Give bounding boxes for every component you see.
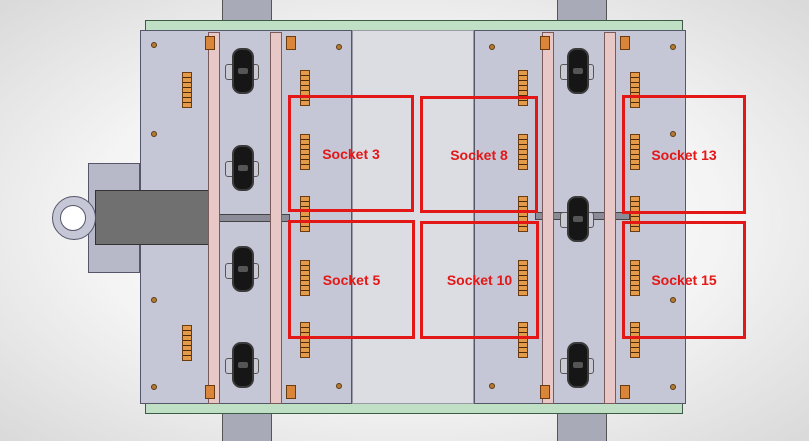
- tab: [540, 36, 550, 50]
- tab: [540, 385, 550, 399]
- connector: [518, 196, 528, 232]
- mounting-hole: [489, 383, 495, 389]
- socket-15-box[interactable]: Socket 15: [622, 221, 746, 339]
- socket-10-box[interactable]: Socket 10: [420, 221, 539, 339]
- left-wheel-2: [232, 145, 254, 191]
- tab: [286, 36, 296, 50]
- tab: [620, 385, 630, 399]
- left-bar-a: [208, 32, 220, 404]
- mounting-hole: [151, 131, 157, 137]
- socket-10-label: Socket 10: [446, 272, 513, 288]
- connector: [518, 70, 528, 106]
- connector: [630, 322, 640, 358]
- socket-8-box[interactable]: Socket 8: [420, 96, 538, 213]
- center-gap: [352, 30, 474, 404]
- left-wheel-4: [232, 342, 254, 388]
- socket-3-box[interactable]: Socket 3: [288, 95, 414, 212]
- right-cable-stripes-bottom: [557, 412, 607, 441]
- mounting-hole: [489, 44, 495, 50]
- connector: [630, 196, 640, 232]
- mounting-hole: [670, 131, 676, 137]
- mounting-hole: [336, 44, 342, 50]
- right-bar-a: [542, 32, 554, 404]
- connector: [300, 70, 310, 106]
- connector: [300, 322, 310, 358]
- tab: [286, 385, 296, 399]
- connector: [630, 72, 640, 108]
- mounting-hole: [670, 297, 676, 303]
- left-wheel-3: [232, 246, 254, 292]
- socket-15-label: Socket 15: [651, 272, 717, 288]
- mounting-hole: [336, 383, 342, 389]
- socket-3-label: Socket 3: [322, 145, 380, 162]
- gripper-block: [95, 190, 210, 245]
- socket-5-box[interactable]: Socket 5: [288, 220, 415, 339]
- mounting-hole: [151, 384, 157, 390]
- socket-13-box[interactable]: Socket 13: [622, 95, 746, 214]
- mounting-hole: [151, 297, 157, 303]
- socket-8-label: Socket 8: [450, 146, 508, 163]
- right-bar-b: [604, 32, 616, 404]
- gripper-claw-opening: [60, 205, 86, 231]
- tab: [205, 385, 215, 399]
- connector: [630, 134, 640, 170]
- connector: [182, 72, 192, 108]
- left-cable-stripes-bottom: [222, 412, 272, 441]
- tab: [620, 36, 630, 50]
- left-wheel-1: [232, 48, 254, 94]
- mounting-hole: [670, 44, 676, 50]
- connector: [182, 325, 192, 361]
- socket-13-label: Socket 13: [651, 146, 717, 163]
- connector: [518, 322, 528, 358]
- right-wheel-2: [567, 196, 589, 242]
- connector: [300, 196, 310, 232]
- connector: [630, 260, 640, 296]
- mounting-hole: [670, 384, 676, 390]
- connector: [300, 260, 310, 296]
- tab: [205, 36, 215, 50]
- connector: [300, 134, 310, 170]
- socket-5-label: Socket 5: [322, 271, 381, 288]
- right-wheel-3: [567, 342, 589, 388]
- mounting-hole: [151, 42, 157, 48]
- connector: [518, 260, 528, 296]
- connector: [518, 134, 528, 170]
- bottom-rail: [145, 403, 683, 414]
- left-bar-b: [270, 32, 282, 404]
- right-wheel-1: [567, 48, 589, 94]
